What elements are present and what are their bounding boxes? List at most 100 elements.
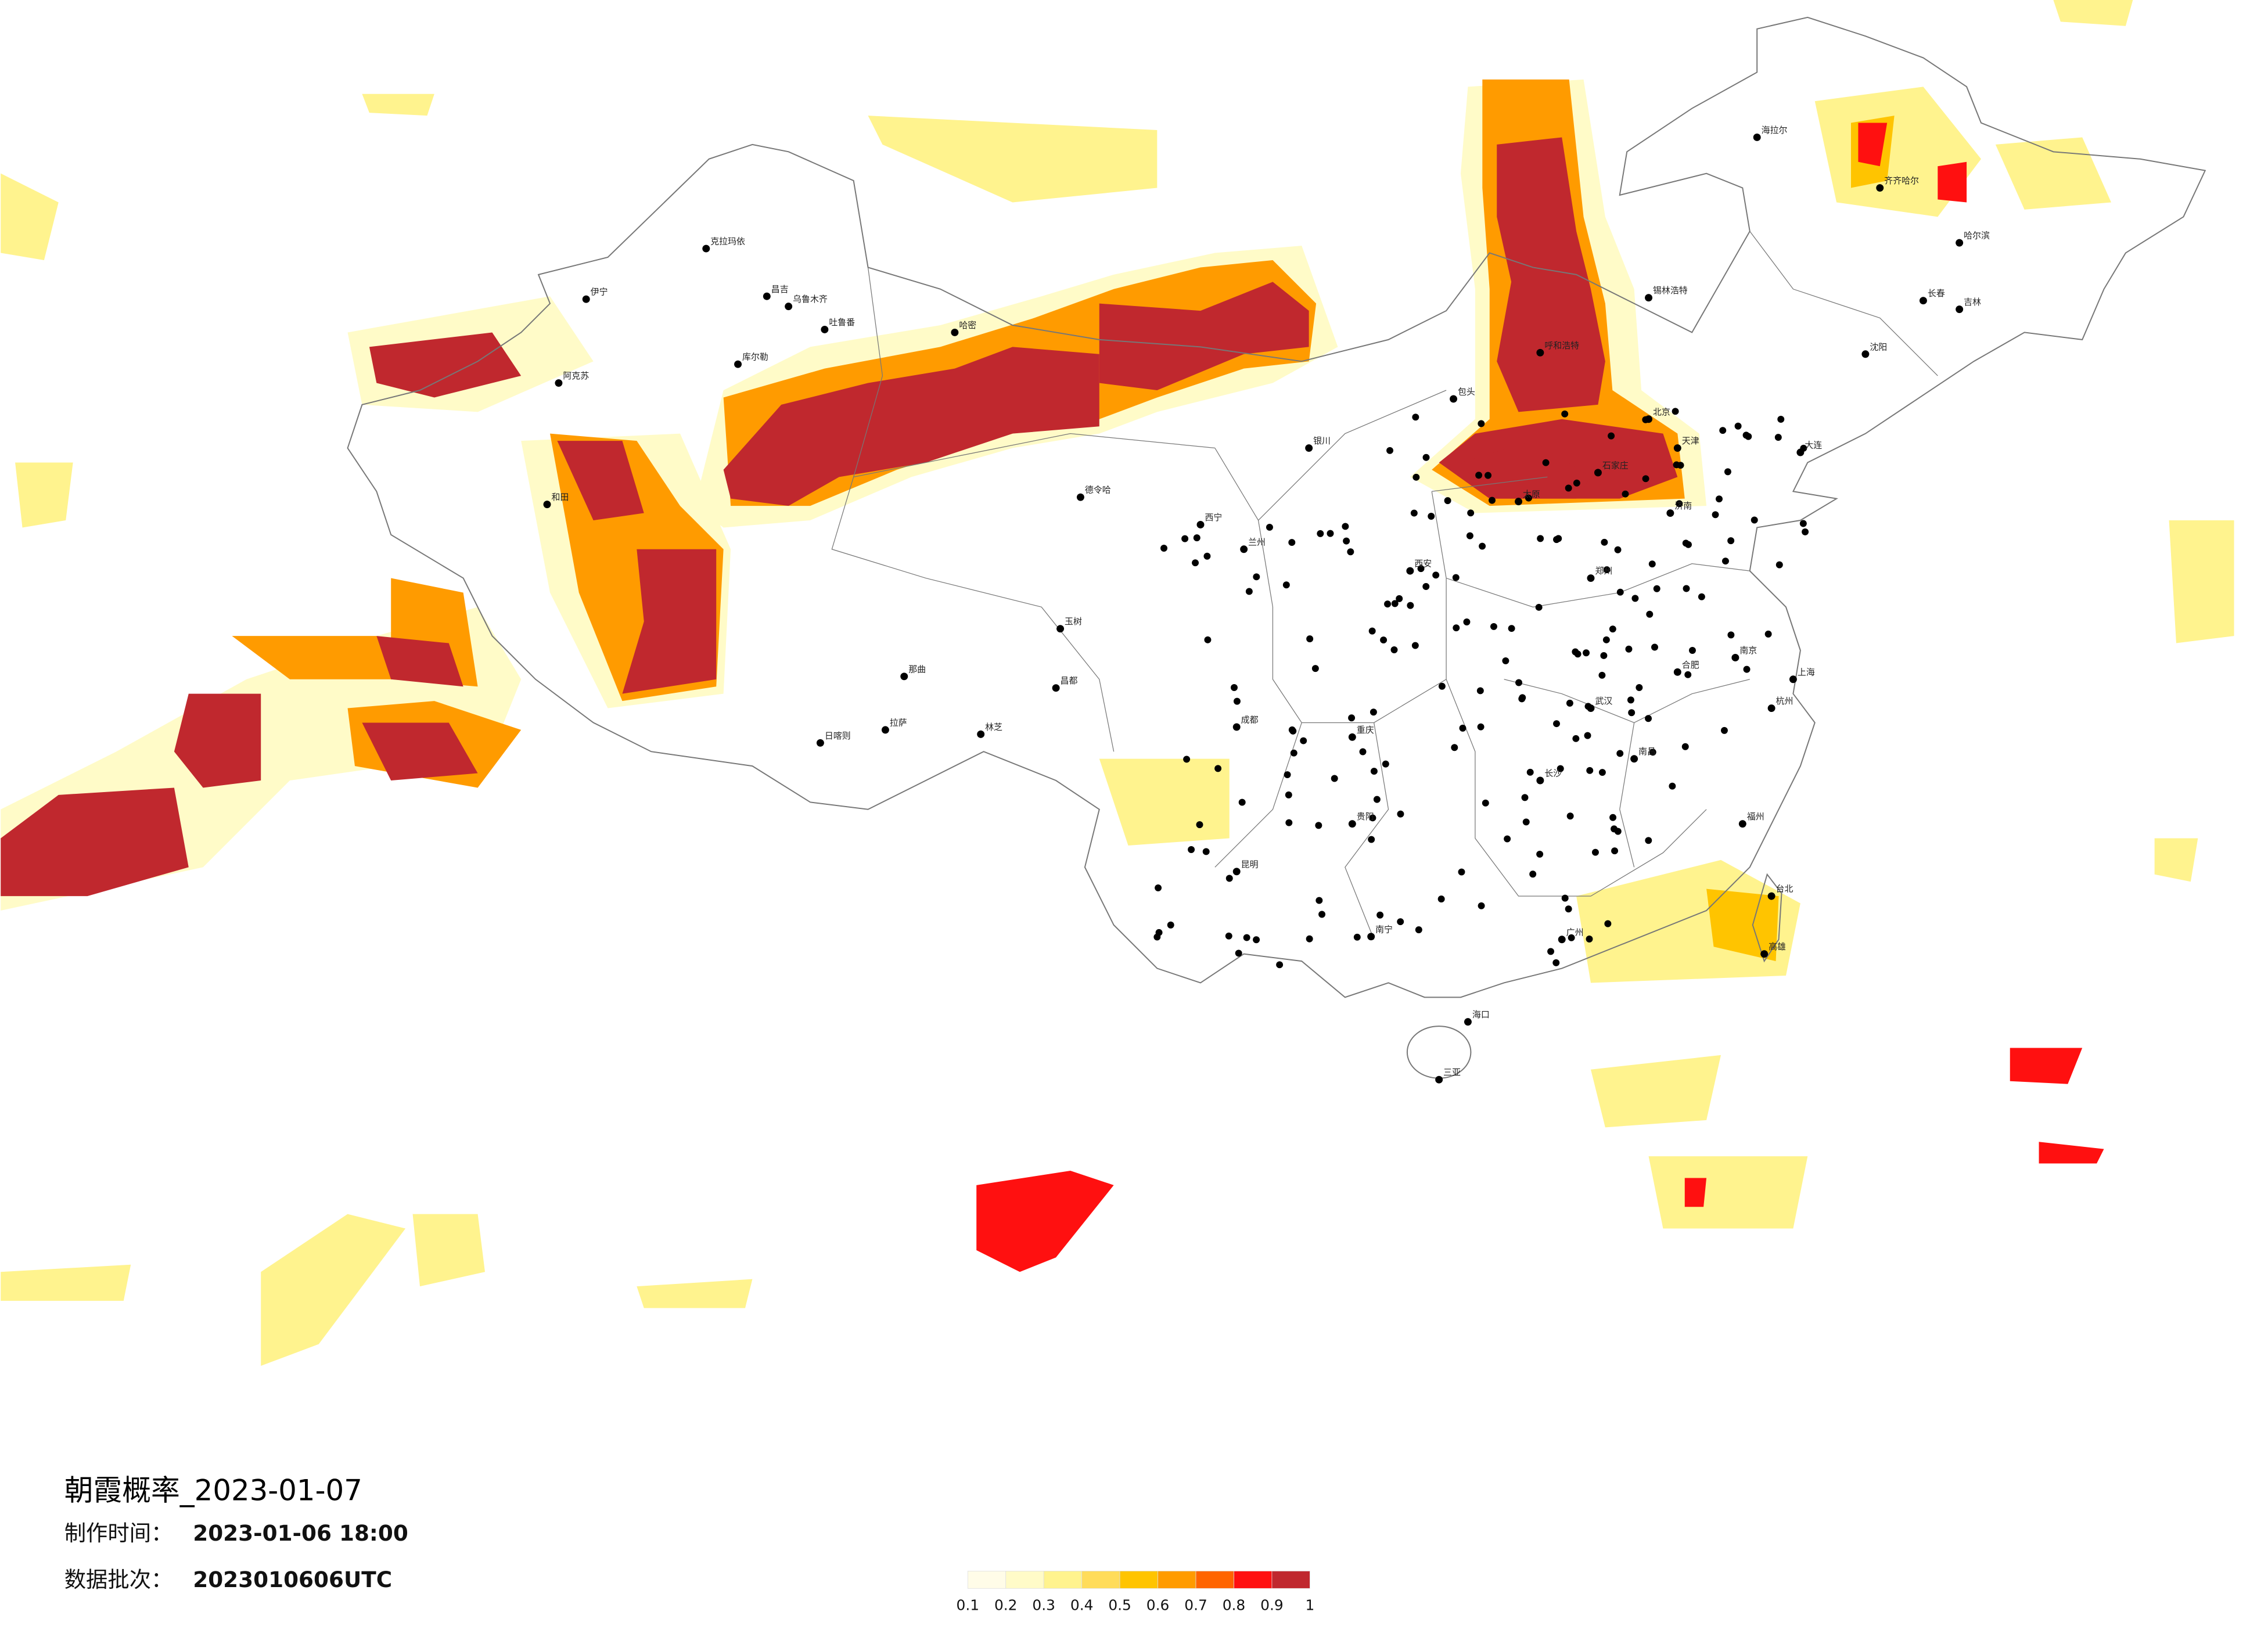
city-dot <box>1738 820 1746 828</box>
city-dot <box>1475 472 1483 479</box>
city-dot <box>1649 749 1656 756</box>
city-dot <box>1235 949 1242 957</box>
city-dot <box>1464 1018 1472 1026</box>
city-dot <box>1451 744 1458 751</box>
legend-label: 0.5 <box>1108 1597 1131 1614</box>
city-dot <box>1253 573 1260 581</box>
city-dot <box>734 360 742 368</box>
city-label: 海拉尔 <box>1762 125 1788 135</box>
city-dot <box>1428 513 1435 520</box>
city-dot <box>1591 848 1599 856</box>
city-label: 兰州 <box>1248 537 1266 547</box>
city-dot <box>1611 825 1618 833</box>
city-dot <box>1676 500 1683 508</box>
city-dot <box>1555 535 1562 542</box>
city-dot <box>1359 748 1367 756</box>
city-label: 伊宁 <box>591 287 608 297</box>
legend-label: 0.3 <box>1032 1597 1055 1614</box>
city-dot <box>951 328 959 336</box>
city-dot <box>1720 726 1728 734</box>
city-dot <box>1614 546 1622 553</box>
city-dot <box>1698 593 1705 600</box>
city-dot <box>1231 684 1238 691</box>
city-dot <box>1384 600 1392 608</box>
city-dot <box>1391 600 1399 607</box>
legend-label: 0.9 <box>1260 1597 1284 1614</box>
city-label: 台北 <box>1776 884 1793 894</box>
city-dot <box>1435 1075 1443 1084</box>
city-dot <box>1522 818 1530 826</box>
city-dot <box>1160 545 1167 552</box>
city-dot <box>1645 715 1652 722</box>
city-dot <box>1290 749 1297 757</box>
country-border <box>347 16 2206 998</box>
city-dot <box>1192 559 1199 567</box>
probability-area <box>1497 137 1605 412</box>
city-dot <box>1636 684 1643 691</box>
city-dot <box>785 303 793 311</box>
city-label: 大连 <box>1805 440 1822 451</box>
city-dot <box>1467 509 1475 517</box>
city-label: 包头 <box>1458 386 1475 397</box>
city-dot <box>1565 484 1572 492</box>
city-dot <box>1672 408 1679 415</box>
city-dot <box>821 325 829 333</box>
city-dot <box>1777 416 1785 423</box>
city-dot <box>1800 444 1807 452</box>
city-dot <box>1529 870 1537 878</box>
city-label: 拉萨 <box>890 717 907 728</box>
probability-area <box>412 1214 485 1287</box>
city-dot <box>1348 820 1356 828</box>
city-dot <box>1479 542 1486 550</box>
city-dot <box>1584 703 1592 710</box>
city-dot <box>1476 687 1484 695</box>
city-dot <box>1586 767 1594 774</box>
legend-label: 0.6 <box>1146 1597 1170 1614</box>
city-label: 锡林浩特 <box>1653 285 1688 296</box>
city-dot <box>1515 679 1523 686</box>
city-dot <box>1646 610 1654 618</box>
city-dot <box>1437 895 1445 903</box>
city-dot <box>1477 723 1485 731</box>
city-label: 呼和浩特 <box>1544 340 1579 351</box>
city-dot <box>1183 756 1191 763</box>
city-label: 德令哈 <box>1085 485 1111 495</box>
city-dot <box>1688 647 1696 654</box>
city-label: 那曲 <box>908 664 926 674</box>
city-label: 西宁 <box>1205 512 1222 523</box>
city-label: 成都 <box>1241 714 1259 725</box>
probability-area <box>1938 161 1967 203</box>
city-dot <box>1305 444 1313 452</box>
city-label: 北京 <box>1653 406 1670 417</box>
legend-swatch <box>1158 1571 1196 1589</box>
city-dot <box>1380 636 1388 644</box>
city-dot <box>1489 497 1496 504</box>
city-dot <box>1288 539 1296 546</box>
city-dot <box>1681 743 1689 750</box>
city-dot <box>1444 497 1451 505</box>
city-label: 南昌 <box>1638 746 1656 757</box>
legend-swatch <box>1081 1571 1120 1589</box>
city-label: 太原 <box>1523 489 1540 499</box>
city-dot <box>1774 434 1782 441</box>
city-dot <box>1196 520 1205 528</box>
city-dot <box>1348 733 1356 741</box>
city-dot <box>1712 511 1719 519</box>
city-dot <box>1751 516 1758 524</box>
probability-area <box>1995 137 2111 210</box>
city-dot <box>1876 184 1884 192</box>
city-dot <box>702 244 710 253</box>
probability-area <box>1099 758 1230 846</box>
city-dot <box>1727 537 1735 545</box>
probability-area <box>557 441 644 520</box>
city-dot <box>1243 934 1250 941</box>
probability-area <box>2154 838 2198 882</box>
city-dot <box>1753 133 1761 141</box>
city-dot <box>1438 682 1446 690</box>
city-label: 克拉玛依 <box>710 236 745 247</box>
city-dot <box>1482 799 1489 807</box>
city-dot <box>1188 846 1195 853</box>
city-dot <box>1343 537 1350 545</box>
city-dot <box>1743 665 1751 673</box>
